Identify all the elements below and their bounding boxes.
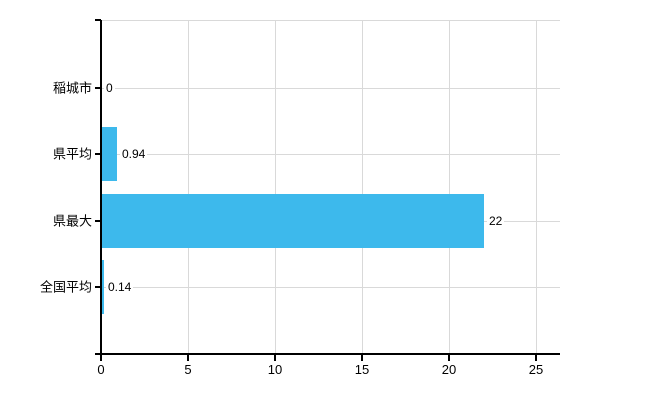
bar (102, 127, 117, 181)
value-label: 22 (487, 214, 505, 228)
y-tick (95, 87, 101, 89)
bar (102, 260, 104, 314)
x-tick (274, 355, 276, 361)
value-label: 0.14 (106, 280, 134, 294)
x-tick (448, 355, 450, 361)
x-tick-label: 25 (528, 362, 544, 377)
y-axis-line (100, 20, 102, 355)
category-label: 稲城市 (52, 80, 92, 96)
value-label: 0.94 (120, 147, 148, 161)
x-tick (100, 355, 102, 361)
x-tick-label: 5 (184, 362, 192, 377)
h-gridline (102, 88, 560, 89)
v-gridline (275, 20, 276, 353)
h-gridline (102, 154, 560, 155)
x-tick-label: 0 (97, 362, 105, 377)
x-tick (535, 355, 537, 361)
x-tick-label: 15 (354, 362, 370, 377)
v-gridline (449, 20, 450, 353)
x-tick (361, 355, 363, 361)
v-gridline (188, 20, 189, 353)
x-tick (187, 355, 189, 361)
v-gridline (362, 20, 363, 353)
category-label: 県最大 (52, 213, 92, 229)
y-tick (95, 19, 101, 21)
x-axis-line (95, 353, 560, 355)
x-tick-label: 10 (267, 362, 283, 377)
plot-top-border (101, 20, 560, 21)
v-gridline (536, 20, 537, 353)
category-label: 県平均 (52, 146, 92, 162)
h-gridline (102, 287, 560, 288)
bar (102, 194, 484, 248)
y-tick (95, 220, 101, 222)
category-label: 全国平均 (39, 279, 92, 295)
y-tick (95, 286, 101, 288)
y-tick (95, 153, 101, 155)
value-label: 0 (104, 81, 115, 95)
x-tick-label: 20 (441, 362, 457, 377)
